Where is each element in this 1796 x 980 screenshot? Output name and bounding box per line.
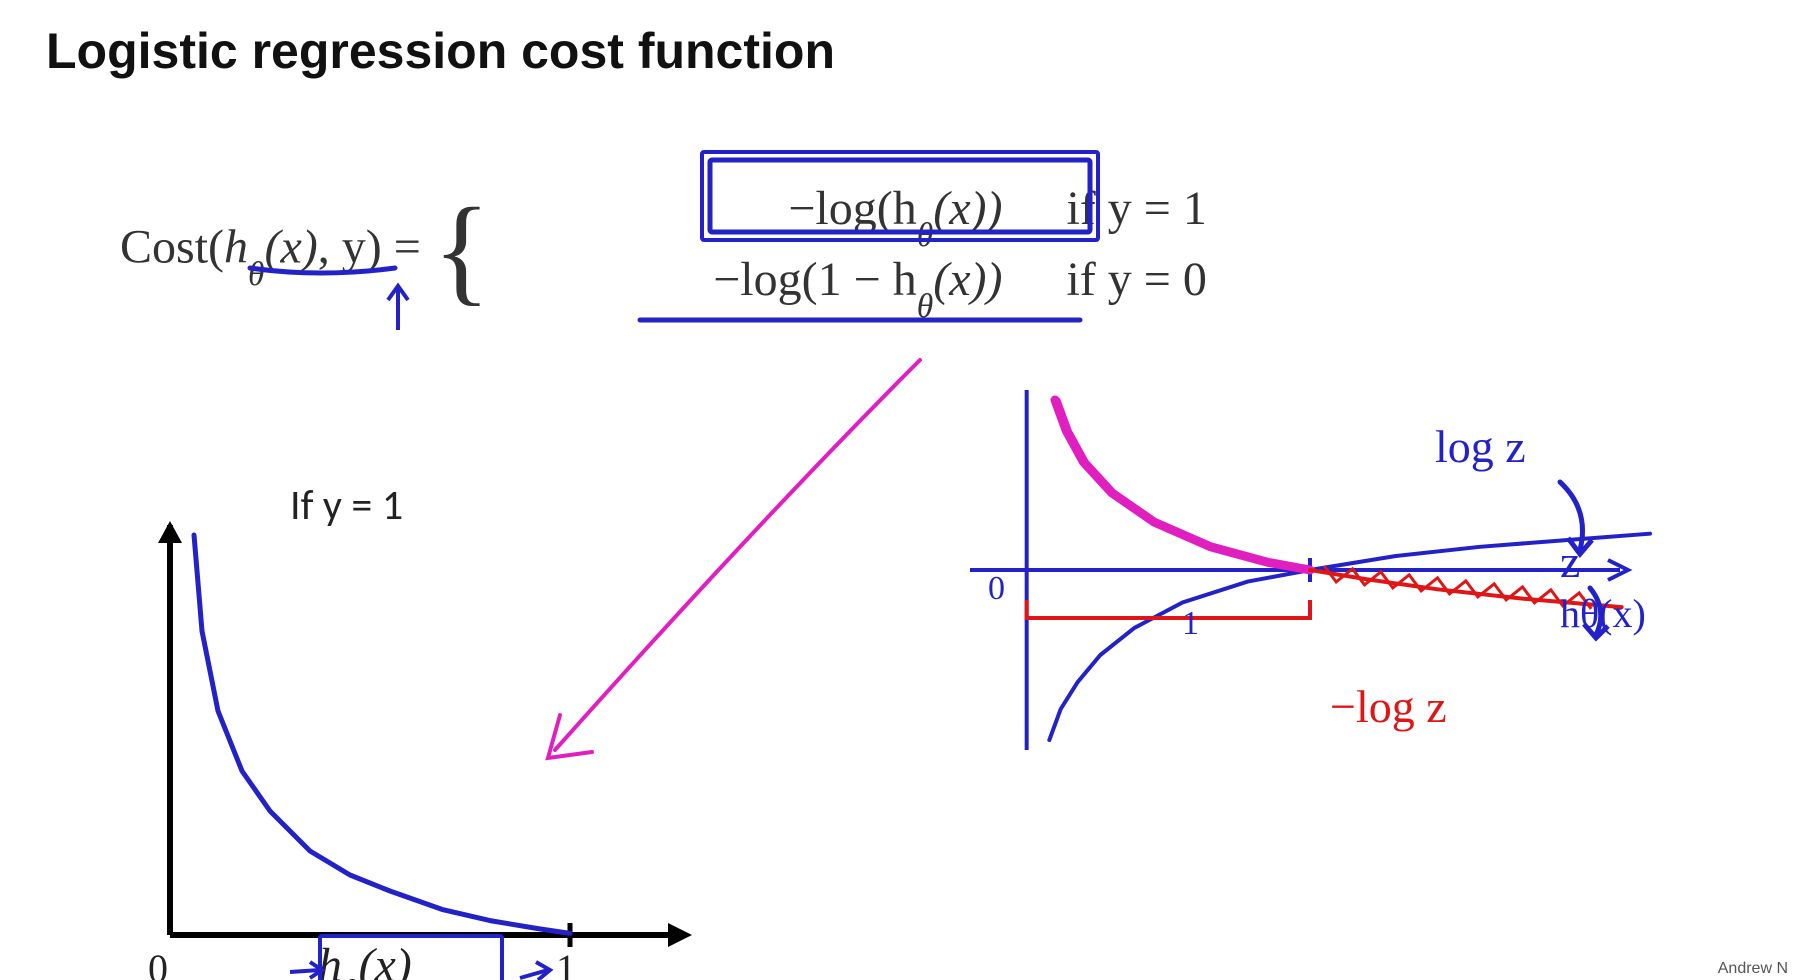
slide-root: Logistic regression cost function Cost(h… xyxy=(0,0,1796,980)
attribution: Andrew N xyxy=(1718,960,1788,978)
magenta-arrow xyxy=(0,0,1796,980)
